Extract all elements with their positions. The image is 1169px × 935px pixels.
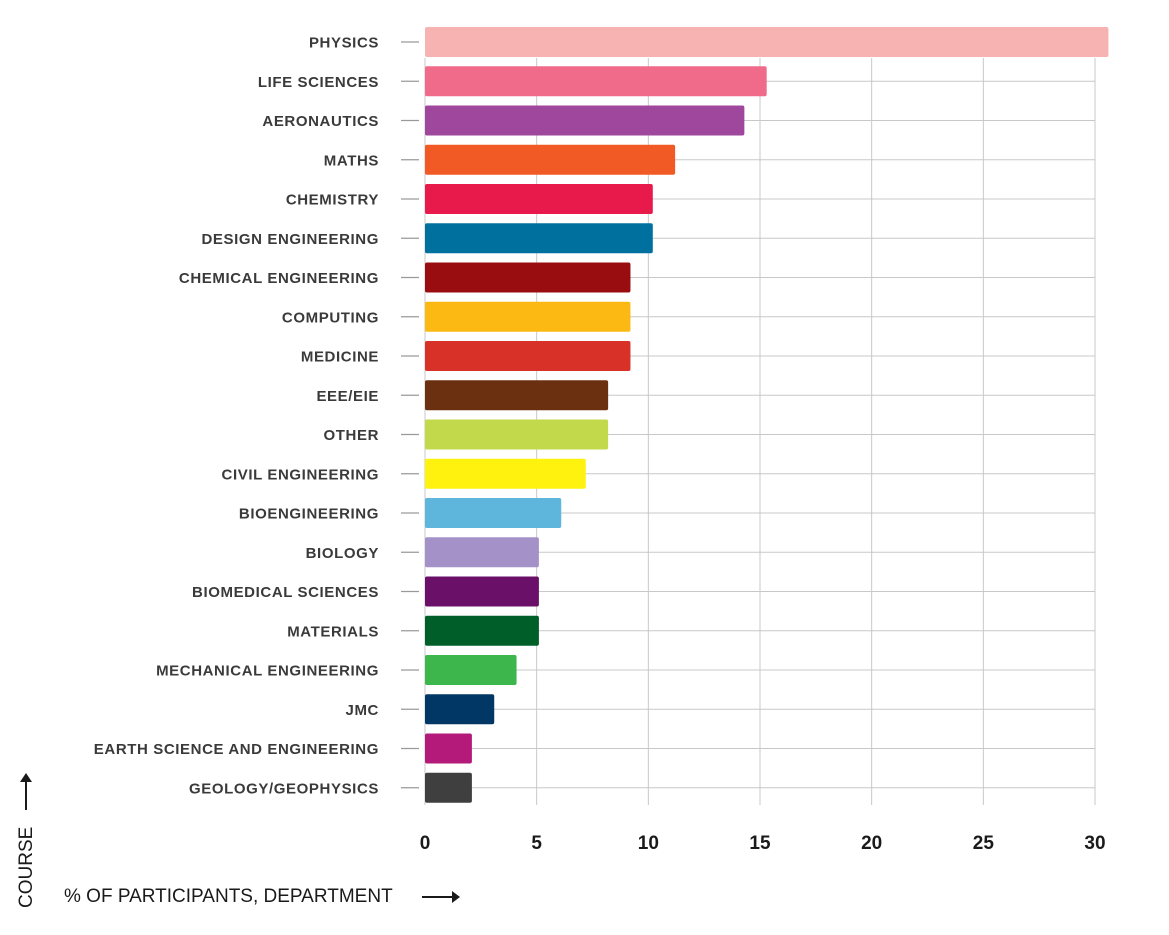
bar <box>425 66 767 97</box>
bar <box>425 262 631 293</box>
bar <box>425 419 609 450</box>
x-axis-title: % OF PARTICIPANTS, DEPARTMENT <box>64 886 393 907</box>
bars <box>425 27 1109 803</box>
bar <box>425 772 472 803</box>
category-label: EARTH SCIENCE AND ENGINEERING <box>94 741 379 758</box>
category-label: BIOMEDICAL SCIENCES <box>192 584 379 601</box>
bar <box>425 458 586 489</box>
x-tick-label: 30 <box>1084 833 1105 854</box>
category-label: AERONAUTICS <box>262 113 379 130</box>
category-labels: PHYSICS LIFE SCIENCES AERONAUTICS MATHS CHEM… <box>94 35 379 798</box>
bar <box>425 694 495 725</box>
bar <box>425 105 745 136</box>
x-tick-label: 15 <box>749 833 771 854</box>
bar <box>425 184 653 214</box>
bar <box>425 341 631 371</box>
bar <box>425 655 517 685</box>
category-label: COMPUTING <box>282 309 379 326</box>
category-label: DESIGN ENGINEERING <box>202 231 380 248</box>
category-label: MATERIALS <box>287 623 379 640</box>
x-tick-label: 10 <box>638 833 659 854</box>
category-label: EEE/EIE <box>316 388 379 405</box>
bar <box>425 380 609 411</box>
bar <box>425 27 1109 57</box>
category-label: PHYSICS <box>309 35 379 52</box>
bar <box>425 615 539 646</box>
category-label: BIOLOGY <box>306 545 379 562</box>
category-label: CHEMICAL ENGINEERING <box>179 270 379 287</box>
x-tick-labels: 0 5 10 15 20 25 30 <box>420 833 1106 854</box>
bar <box>425 301 631 332</box>
category-label: JMC <box>346 702 379 719</box>
x-tick-label: 20 <box>861 833 882 854</box>
category-label: MATHS <box>324 152 379 169</box>
category-label: CHEMISTRY <box>286 192 379 209</box>
category-label: GEOLOGY/GEOPHYSICS <box>189 780 379 797</box>
category-label: MECHANICAL ENGINEERING <box>156 663 379 680</box>
bar <box>425 223 653 254</box>
x-tick-label: 0 <box>420 833 431 854</box>
bar <box>425 733 472 764</box>
x-tick-label: 5 <box>531 833 542 854</box>
category-label: CIVIL ENGINEERING <box>222 466 379 483</box>
x-axis-arrow <box>422 891 460 903</box>
bar <box>425 498 562 528</box>
bar <box>425 537 539 568</box>
category-label: BIOENGINEERING <box>239 506 379 523</box>
category-label: LIFE SCIENCES <box>258 74 379 91</box>
bar <box>425 144 676 175</box>
bar <box>425 576 539 607</box>
category-label: MEDICINE <box>301 349 379 366</box>
y-axis-arrow <box>20 773 32 810</box>
y-axis-title: COURSE <box>16 827 37 908</box>
category-label: OTHER <box>324 427 380 444</box>
x-tick-label: 25 <box>973 833 995 854</box>
